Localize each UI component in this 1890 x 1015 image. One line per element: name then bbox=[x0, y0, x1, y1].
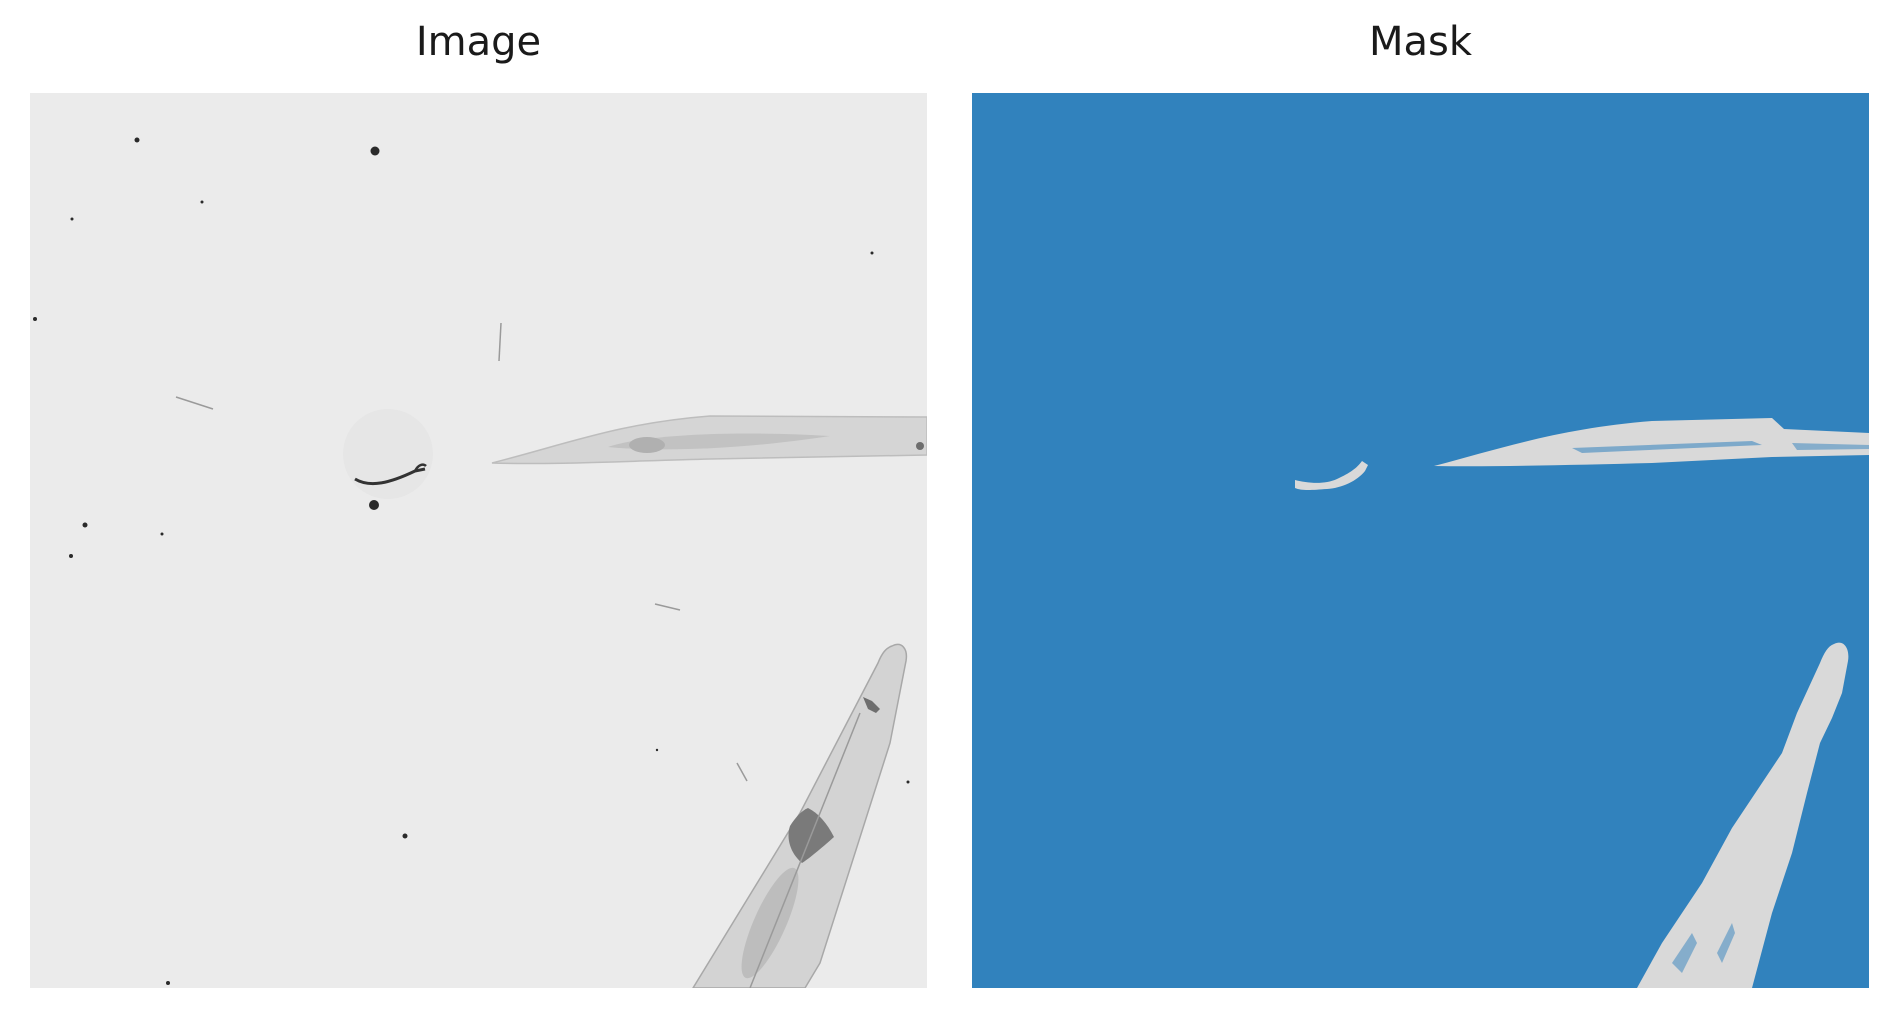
image-background bbox=[30, 93, 927, 988]
mask-background bbox=[972, 93, 1869, 988]
debris-particles bbox=[33, 137, 910, 985]
microscopy-image bbox=[30, 93, 927, 988]
mask-region-small-debris bbox=[1295, 461, 1368, 490]
small-debris-cluster bbox=[343, 409, 433, 499]
segmentation-mask bbox=[972, 93, 1869, 988]
mask-region-worm-diagonal bbox=[1637, 642, 1849, 988]
mask-region-worm-horizontal bbox=[1434, 418, 1869, 467]
image-panel-title: Image bbox=[415, 19, 542, 65]
worm-horizontal bbox=[491, 415, 927, 465]
debris-fibers bbox=[175, 322, 748, 782]
mask-panel-title: Mask bbox=[1368, 19, 1473, 65]
worm-diagonal bbox=[692, 643, 908, 988]
